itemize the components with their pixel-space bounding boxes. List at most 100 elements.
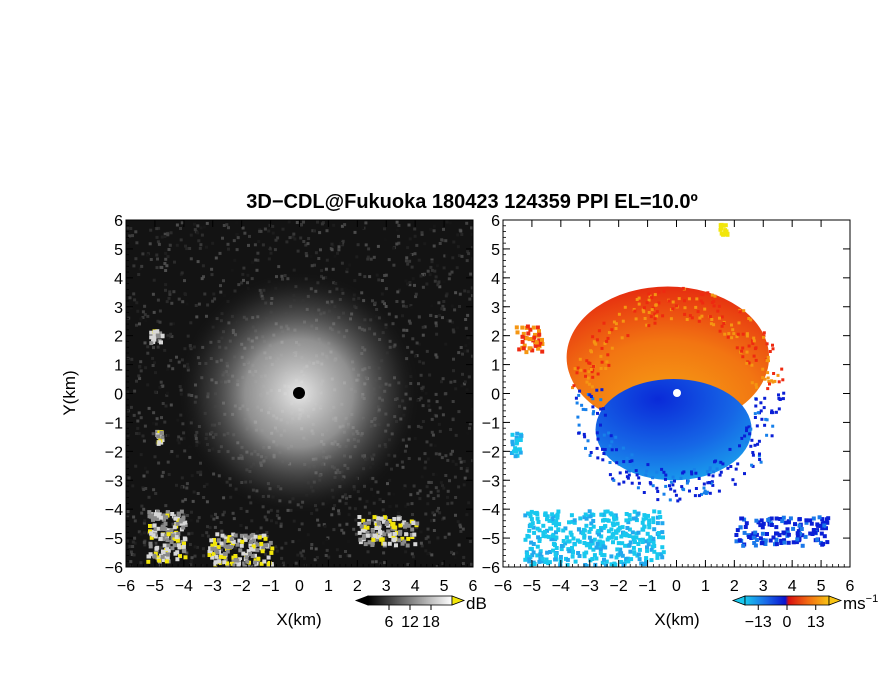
- noise-speck: [452, 330, 456, 334]
- noise-speck: [471, 290, 473, 293]
- velocity-pixel: [532, 335, 537, 340]
- velocity-pixel: [776, 373, 780, 377]
- noise-speck: [169, 322, 173, 326]
- colorbar-unit-label: dB: [466, 594, 487, 613]
- velocity-pixel: [813, 530, 818, 535]
- echo-pixel: [376, 516, 381, 521]
- noise-speck: [296, 553, 300, 557]
- noise-speck: [443, 254, 447, 258]
- noise-speck: [437, 280, 441, 284]
- noise-speck: [447, 277, 451, 281]
- echo-pixel: [156, 513, 161, 518]
- velocity-pixel: [595, 388, 599, 392]
- echo-pixel: [151, 517, 155, 522]
- velocity-pixel: [643, 539, 648, 544]
- noise-speck: [387, 258, 391, 262]
- noise-speck: [338, 554, 342, 558]
- noise-speck: [446, 495, 449, 499]
- noise-speck: [341, 241, 345, 245]
- velocity-pixel: [717, 304, 721, 308]
- velocity-pixel: [651, 520, 656, 525]
- noise-speck: [446, 319, 450, 322]
- noise-speck: [132, 553, 136, 557]
- right-y-tick-label: −6: [482, 560, 500, 577]
- velocity-pixel: [702, 486, 706, 490]
- velocity-pixel: [591, 412, 595, 416]
- noise-speck: [227, 247, 230, 251]
- noise-speck: [233, 289, 237, 293]
- noise-speck: [187, 532, 191, 536]
- noise-speck: [432, 224, 436, 228]
- noise-speck: [344, 501, 348, 505]
- noise-speck: [441, 304, 445, 308]
- velocity-pixel: [644, 516, 648, 521]
- noise-speck: [405, 328, 409, 332]
- velocity-pixel: [642, 513, 647, 518]
- noise-speck: [459, 466, 463, 470]
- noise-speck: [164, 404, 168, 408]
- echo-pixel: [406, 523, 411, 528]
- velocity-pixel: [754, 358, 758, 362]
- velocity-pixel: [747, 425, 751, 429]
- noise-speck: [282, 561, 285, 565]
- noise-speck: [146, 351, 150, 355]
- echo-pixel: [155, 555, 160, 560]
- noise-speck: [292, 268, 296, 272]
- noise-speck: [471, 294, 473, 298]
- noise-speck: [202, 225, 206, 229]
- velocity-pixel: [763, 538, 768, 543]
- velocity-pixel: [610, 532, 615, 537]
- velocity-pixel: [621, 562, 626, 567]
- velocity-pixel: [556, 509, 561, 514]
- noise-speck: [199, 243, 203, 247]
- velocity-pixel: [594, 556, 599, 561]
- noise-speck: [152, 278, 156, 282]
- velocity-pixel: [584, 523, 589, 528]
- velocity-pixel: [798, 531, 803, 536]
- echo-pixel: [213, 560, 218, 565]
- echo-pixel: [240, 561, 245, 566]
- echo-pixel: [157, 440, 162, 445]
- noise-speck: [450, 501, 454, 505]
- velocity-pixel: [588, 542, 593, 546]
- noise-speck: [470, 257, 473, 261]
- noise-speck: [230, 268, 234, 272]
- velocity-pixel: [545, 517, 549, 522]
- noise-speck: [465, 259, 469, 263]
- noise-speck: [453, 308, 457, 312]
- velocity-pixel: [615, 461, 619, 465]
- velocity-pixel: [754, 538, 759, 542]
- velocity-pixel: [587, 535, 592, 540]
- noise-speck: [240, 281, 244, 285]
- noise-speck: [444, 239, 448, 243]
- left-y-tick-label: 0: [114, 387, 123, 404]
- velocity-pixel: [660, 530, 665, 535]
- colorbar-right-arrow: [451, 595, 466, 606]
- velocity-pixel: [640, 540, 645, 544]
- noise-speck: [364, 243, 368, 247]
- noise-speck: [406, 282, 409, 286]
- noise-speck: [169, 359, 173, 362]
- noise-speck: [299, 236, 303, 240]
- noise-speck: [347, 513, 351, 517]
- velocity-pixel: [614, 435, 618, 439]
- echo-pixel: [152, 554, 157, 559]
- left-x-tick-label: 4: [411, 578, 420, 595]
- velocity-pixel: [809, 521, 814, 526]
- noise-speck: [196, 260, 200, 264]
- noise-speck: [164, 288, 167, 292]
- noise-speck: [206, 525, 209, 529]
- velocity-pixel: [513, 454, 518, 459]
- noise-speck: [193, 222, 196, 226]
- echo-pixel: [207, 553, 212, 557]
- velocity-pixel: [533, 343, 538, 348]
- noise-speck: [149, 228, 153, 232]
- noise-speck: [430, 260, 434, 264]
- velocity-pixel: [673, 479, 676, 483]
- noise-speck: [185, 551, 189, 555]
- noise-speck: [395, 228, 399, 232]
- noise-speck: [126, 434, 130, 437]
- noise-speck: [372, 501, 376, 505]
- velocity-pixel: [694, 305, 698, 309]
- noise-speck: [468, 297, 472, 301]
